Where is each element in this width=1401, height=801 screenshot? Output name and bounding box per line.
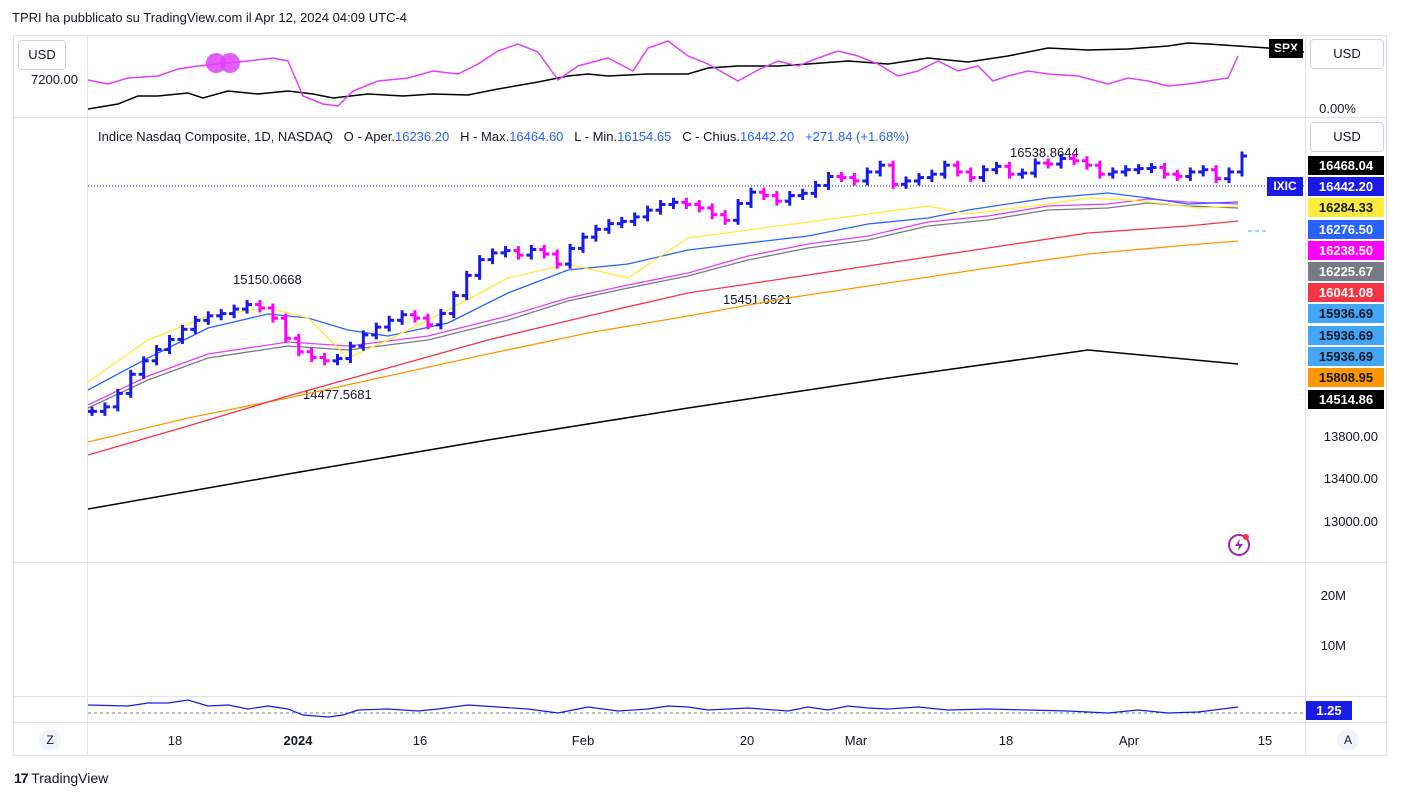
main-axis-label-1: 13800.00 bbox=[1323, 429, 1378, 444]
legend-low: 16154.65 bbox=[617, 129, 672, 144]
symbol-tag-ixic[interactable]: IXIC bbox=[1267, 177, 1303, 196]
currency-button-main[interactable]: USD bbox=[1310, 122, 1384, 152]
chart-frame bbox=[13, 35, 1387, 756]
time-label-8: Apr bbox=[1118, 733, 1140, 748]
ratio-value-tag: 1.25 bbox=[1306, 701, 1352, 720]
time-label-2: 2024 bbox=[283, 733, 313, 748]
tradingview-logo[interactable]: 17 TradingView bbox=[14, 770, 108, 786]
top-right-axis-label: 0.00% bbox=[1319, 101, 1356, 116]
marker-dot-1 bbox=[206, 53, 226, 73]
ema-blue-line bbox=[88, 192, 1239, 391]
timezone-button[interactable]: Z bbox=[39, 729, 61, 751]
price-tag: 15936.69 bbox=[1308, 347, 1384, 366]
time-label-3: 16 bbox=[412, 733, 428, 748]
pane-separator-top bbox=[13, 117, 1387, 118]
price-tag: 16041.08 bbox=[1308, 283, 1384, 302]
pane-separator-main bbox=[13, 562, 1387, 563]
main-axis-label-3: 13000.00 bbox=[1323, 514, 1378, 529]
price-tag: 16225.67 bbox=[1308, 262, 1384, 281]
symbol-legend[interactable]: Indice Nasdaq Composite, 1D, NASDAQ O - … bbox=[98, 129, 909, 144]
sma-red-line bbox=[88, 220, 1239, 456]
price-tag: 15808.95 bbox=[1308, 368, 1384, 387]
pane-separator-ratio bbox=[13, 722, 1387, 723]
price-tag: 16468.04 bbox=[1308, 156, 1384, 175]
price-tag: 16238.50 bbox=[1308, 241, 1384, 260]
publish-line: TPRI ha pubblicato su TradingView.com il… bbox=[12, 10, 408, 25]
legend-low-label: L - Min. bbox=[574, 129, 618, 144]
legend-close-label: C - Chius. bbox=[682, 129, 740, 144]
price-tag: 15936.69 bbox=[1308, 326, 1384, 345]
ratio-line bbox=[88, 40, 1239, 107]
sma-black-line bbox=[88, 349, 1239, 510]
time-label-4: Feb bbox=[571, 733, 595, 748]
price-tag: 16284.33 bbox=[1308, 198, 1384, 217]
annotation-pivot-3: 15451.6521 bbox=[723, 292, 792, 307]
legend-close: 16442.20 bbox=[740, 129, 795, 144]
legend-high-label: H - Max. bbox=[460, 129, 510, 144]
price-tag: 14514.86 bbox=[1308, 390, 1384, 409]
legend-title: Indice Nasdaq Composite, 1D, NASDAQ bbox=[98, 129, 333, 144]
time-label-1: 18 bbox=[167, 733, 183, 748]
left-axis-border bbox=[87, 35, 88, 756]
spx-line bbox=[88, 42, 1304, 110]
ema-yellow-line bbox=[88, 197, 1239, 383]
right-axis-border bbox=[1305, 35, 1306, 756]
auto-scale-button[interactable]: A bbox=[1337, 729, 1359, 751]
time-label-6: Mar bbox=[844, 733, 868, 748]
legend-high: 16464.60 bbox=[509, 129, 564, 144]
marker-dot-2 bbox=[220, 53, 240, 73]
time-label-5: 20 bbox=[739, 733, 755, 748]
currency-button-top-right[interactable]: USD bbox=[1310, 39, 1384, 69]
price-tag: 16276.50 bbox=[1308, 220, 1384, 239]
pane-separator-volume bbox=[13, 696, 1387, 697]
price-tag: 16442.20 bbox=[1308, 177, 1384, 196]
volume-axis-label-1: 20M bbox=[1320, 588, 1346, 603]
tv-logo-icon: 17 bbox=[14, 770, 29, 786]
time-label-7: 18 bbox=[998, 733, 1014, 748]
symbol-badge-spx[interactable]: SPX bbox=[1269, 39, 1303, 58]
price-bars bbox=[88, 151, 1247, 416]
top-left-axis-label: 7200.00 bbox=[31, 72, 78, 87]
legend-change: +271.84 (+1.68%) bbox=[805, 129, 910, 144]
main-price-chart[interactable] bbox=[88, 118, 1304, 562]
legend-open-label: O - Aper. bbox=[343, 129, 395, 144]
currency-button-left[interactable]: USD bbox=[18, 40, 66, 70]
sma-orange-line bbox=[88, 240, 1239, 443]
time-label-9: 15 bbox=[1257, 733, 1273, 748]
ratio-pane-chart bbox=[88, 699, 1304, 718]
footer-brand: TradingView bbox=[31, 770, 109, 786]
price-tag: 15936.69 bbox=[1308, 304, 1384, 323]
comparison-pane bbox=[88, 40, 1304, 110]
annotation-pivot-1: 15150.0668 bbox=[233, 272, 302, 287]
lightning-icon[interactable] bbox=[1227, 533, 1251, 557]
legend-open: 16236.20 bbox=[394, 129, 450, 144]
main-axis-label-2: 13400.00 bbox=[1323, 471, 1378, 486]
volume-axis-label-2: 10M bbox=[1320, 638, 1346, 653]
